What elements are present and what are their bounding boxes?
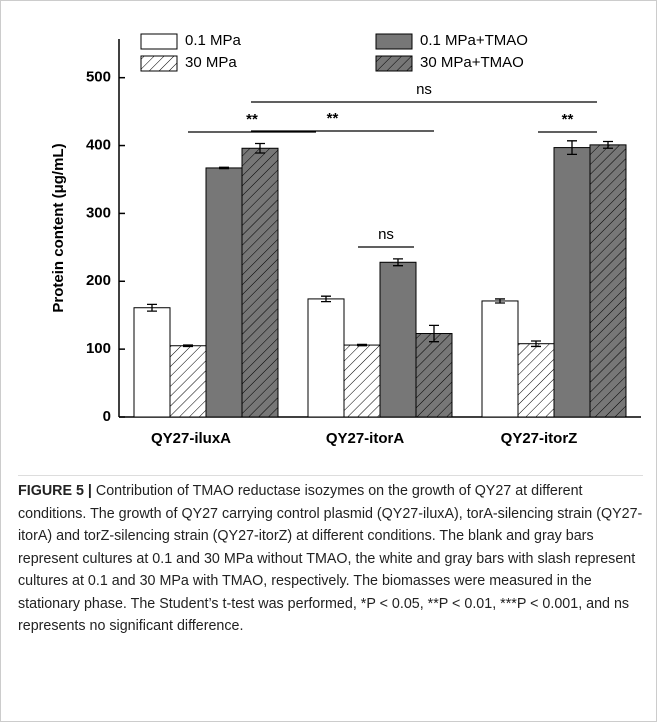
legend-label: 0.1 MPa+TMAO [420,32,528,49]
significance-label: ** [246,111,258,128]
bar [379,261,417,418]
error-bar [147,303,157,312]
legend-label: 0.1 MPa [185,32,242,49]
y-tick-label: 400 [86,137,111,154]
significance-label: ** [327,110,339,127]
error-bar [429,324,439,343]
error-bar [183,344,193,348]
legend-swatch [140,33,178,50]
caption-label: FIGURE 5 | [18,483,92,499]
legend-swatch [375,55,413,72]
bar [133,307,171,418]
bar [307,298,345,418]
bar [169,345,207,418]
legend-swatch [375,33,413,50]
error-bar [393,258,403,267]
x-tick-label: QY27-iluxA [151,430,231,447]
bar [241,147,279,418]
caption: FIGURE 5 | Contribution of TMAO reductas… [18,475,643,638]
bar [205,167,243,418]
error-bar [255,142,265,154]
y-tick-label: 500 [86,69,111,86]
error-bar [357,343,367,347]
legend-label: 30 MPa+TMAO [420,54,524,71]
caption-text: Contribution of TMAO reductase isozymes … [18,483,643,634]
y-axis-label: Protein content (μg/mL) [50,143,67,312]
error-bar [321,295,331,303]
error-bar [531,340,541,348]
x-tick-label: QY27-itorZ [501,430,578,447]
error-bar [495,298,505,304]
legend-swatch [140,55,178,72]
significance-label: ns [416,81,432,98]
significance-label: ns [378,226,394,243]
error-bar [567,140,577,156]
y-tick-label: 100 [86,340,111,357]
bar [343,344,381,418]
error-bar [603,140,613,149]
error-bar [219,166,229,170]
legend-label: 30 MPa [185,54,237,71]
bar [589,144,627,418]
bar [481,300,519,418]
bar [415,333,453,418]
y-tick-label: 300 [86,204,111,221]
significance-label: ** [562,111,574,128]
y-tick-label: 0 [103,408,111,425]
chart: Protein content (μg/mL) 0 100 200 300 400 500… [50,32,641,447]
bar [553,147,591,418]
bar [517,343,555,418]
y-tick-label: 200 [86,272,111,289]
x-tick-label: QY27-itorA [326,430,405,447]
